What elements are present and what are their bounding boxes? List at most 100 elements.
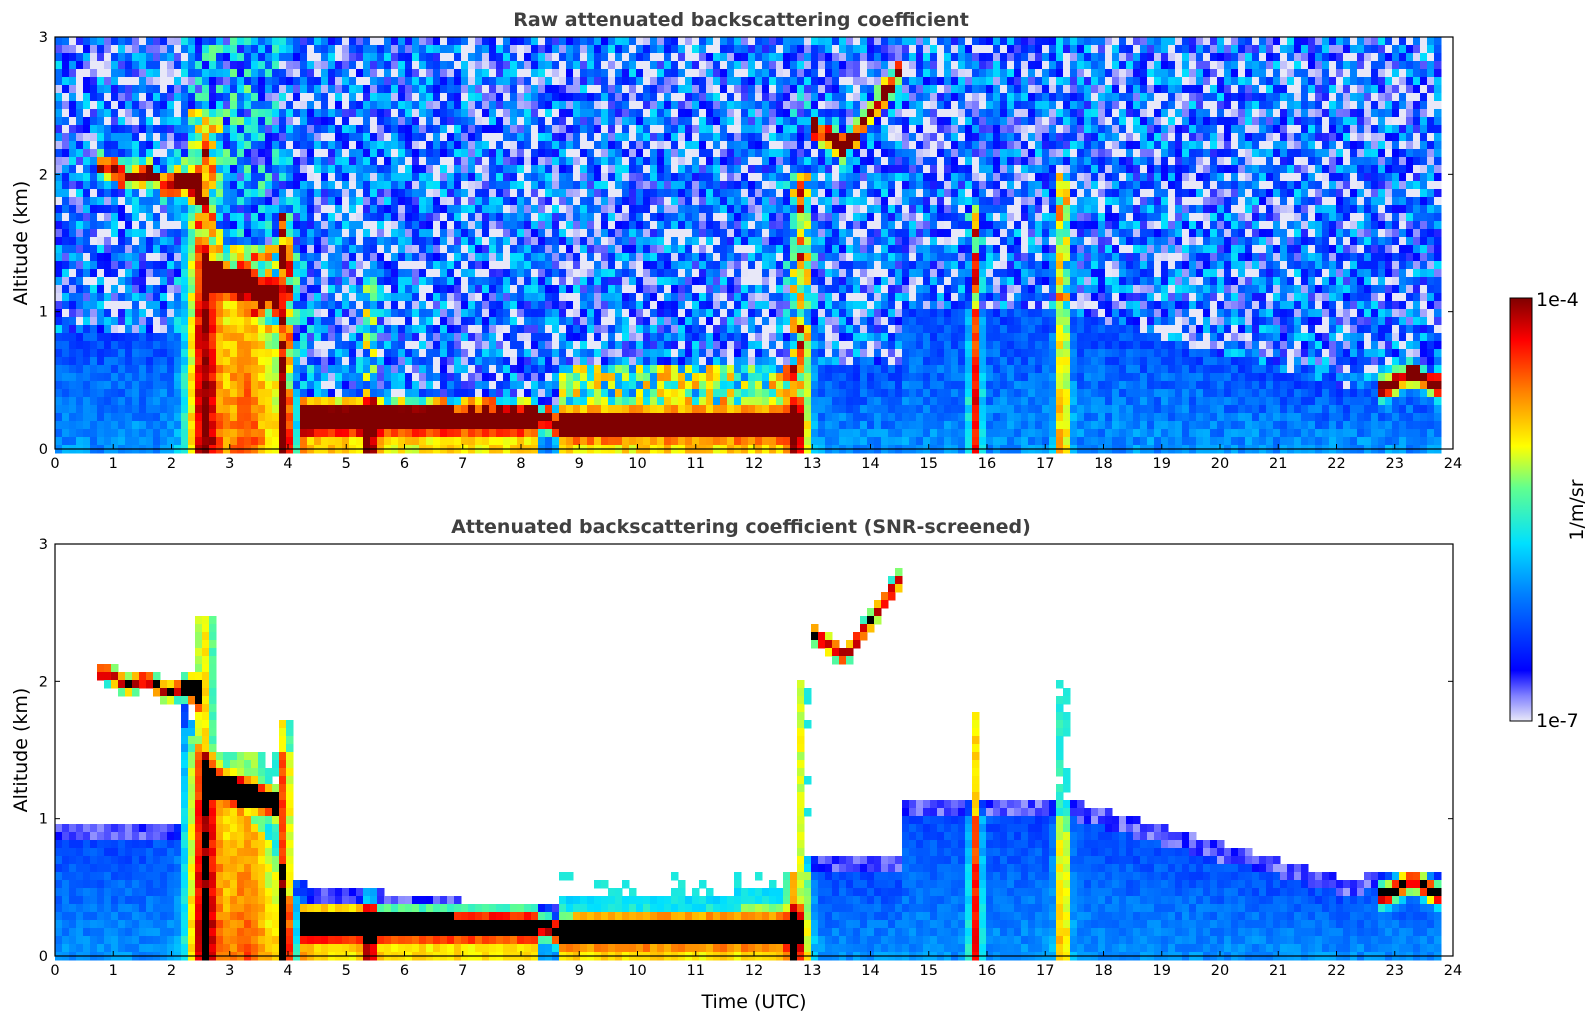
heatmap-cell: [286, 149, 294, 158]
heatmap-cell: [356, 301, 364, 310]
heatmap-cell: [475, 349, 483, 358]
heatmap-cell: [517, 405, 525, 414]
heatmap-cell: [237, 373, 245, 382]
heatmap-cell: [321, 45, 329, 54]
heatmap-cell: [720, 213, 728, 222]
heatmap-cell: [153, 309, 161, 318]
heatmap-cell: [391, 109, 399, 118]
heatmap-cell: [356, 133, 364, 142]
heatmap-cell: [279, 261, 287, 270]
heatmap-cell: [69, 293, 77, 302]
heatmap-cell: [573, 77, 581, 86]
heatmap-cell: [419, 261, 427, 270]
heatmap-cell: [412, 157, 420, 166]
heatmap-cell: [300, 37, 308, 46]
heatmap-cell: [615, 61, 623, 70]
heatmap-cell: [391, 357, 399, 366]
heatmap-cell: [552, 37, 560, 46]
heatmap-cell: [594, 109, 602, 118]
heatmap-cell: [76, 125, 84, 134]
heatmap-cell: [195, 389, 203, 398]
heatmap-cell: [314, 309, 322, 318]
heatmap-cell: [363, 77, 371, 86]
heatmap-cell: [552, 213, 560, 222]
heatmap-cell: [587, 285, 595, 294]
heatmap-cell: [321, 317, 329, 326]
heatmap-cell: [713, 93, 721, 102]
heatmap-cell: [377, 285, 385, 294]
heatmap-cell: [468, 69, 476, 78]
heatmap-cell: [468, 293, 476, 302]
heatmap-cell: [454, 173, 462, 182]
heatmap-cell: [601, 205, 609, 214]
heatmap-cell: [230, 261, 238, 270]
heatmap-cell: [573, 421, 581, 430]
heatmap-cell: [349, 133, 357, 142]
heatmap-cell: [692, 189, 700, 198]
heatmap-cell: [440, 365, 448, 374]
heatmap-cell: [461, 413, 469, 422]
heatmap-cell: [454, 245, 462, 254]
heatmap-cell: [349, 333, 357, 342]
heatmap-cell: [685, 85, 693, 94]
heatmap-cell: [545, 85, 553, 94]
heatmap-cell: [230, 317, 238, 326]
heatmap-cell: [601, 413, 609, 422]
heatmap-cell: [349, 309, 357, 318]
heatmap-cell: [587, 61, 595, 70]
heatmap-cell: [314, 117, 322, 126]
heatmap-cell: [643, 85, 651, 94]
heatmap-cell: [279, 189, 287, 198]
heatmap-cell: [139, 221, 147, 230]
heatmap-cell: [538, 349, 546, 358]
heatmap-cell: [272, 77, 280, 86]
heatmap-cell: [496, 269, 504, 278]
heatmap-cell: [587, 349, 595, 358]
heatmap-cell: [601, 133, 609, 142]
heatmap-cell: [573, 349, 581, 358]
heatmap-cell: [608, 165, 616, 174]
heatmap-cell: [90, 125, 98, 134]
heatmap-cell: [391, 133, 399, 142]
heatmap-cell: [643, 349, 651, 358]
heatmap-cell: [433, 413, 441, 422]
heatmap-cell: [76, 221, 84, 230]
heatmap-cell: [188, 357, 196, 366]
heatmap-cell: [678, 213, 686, 222]
heatmap-cell: [720, 85, 728, 94]
heatmap-cell: [566, 189, 574, 198]
heatmap-cell: [622, 61, 630, 70]
heatmap-cell: [594, 149, 602, 158]
heatmap-cell: [90, 45, 98, 54]
heatmap-cell: [195, 85, 203, 94]
heatmap-cell: [482, 53, 490, 62]
heatmap-cell: [202, 333, 210, 342]
heatmap-cell: [447, 69, 455, 78]
heatmap-cell: [216, 53, 224, 62]
heatmap-cell: [153, 245, 161, 254]
heatmap-cell: [272, 269, 280, 278]
heatmap-cell: [699, 245, 707, 254]
heatmap-cell: [209, 261, 217, 270]
heatmap-cell: [699, 229, 707, 238]
heatmap-cell: [118, 149, 126, 158]
heatmap-cell: [524, 237, 532, 246]
heatmap-cell: [356, 349, 364, 358]
heatmap-cell: [496, 101, 504, 110]
heatmap-cell: [209, 277, 217, 286]
heatmap-cell: [566, 429, 574, 438]
heatmap-cell: [223, 157, 231, 166]
heatmap-cell: [643, 93, 651, 102]
heatmap-cell: [699, 381, 707, 390]
heatmap-cell: [342, 53, 350, 62]
heatmap-cell: [97, 69, 105, 78]
heatmap-cell: [118, 397, 126, 406]
heatmap-cell: [678, 221, 686, 230]
heatmap-cell: [314, 101, 322, 110]
heatmap-cell: [405, 325, 413, 334]
heatmap-cell: [566, 125, 574, 134]
heatmap-cell: [587, 181, 595, 190]
heatmap-cell: [132, 429, 140, 438]
heatmap-cell: [454, 413, 462, 422]
heatmap-cell: [671, 141, 679, 150]
